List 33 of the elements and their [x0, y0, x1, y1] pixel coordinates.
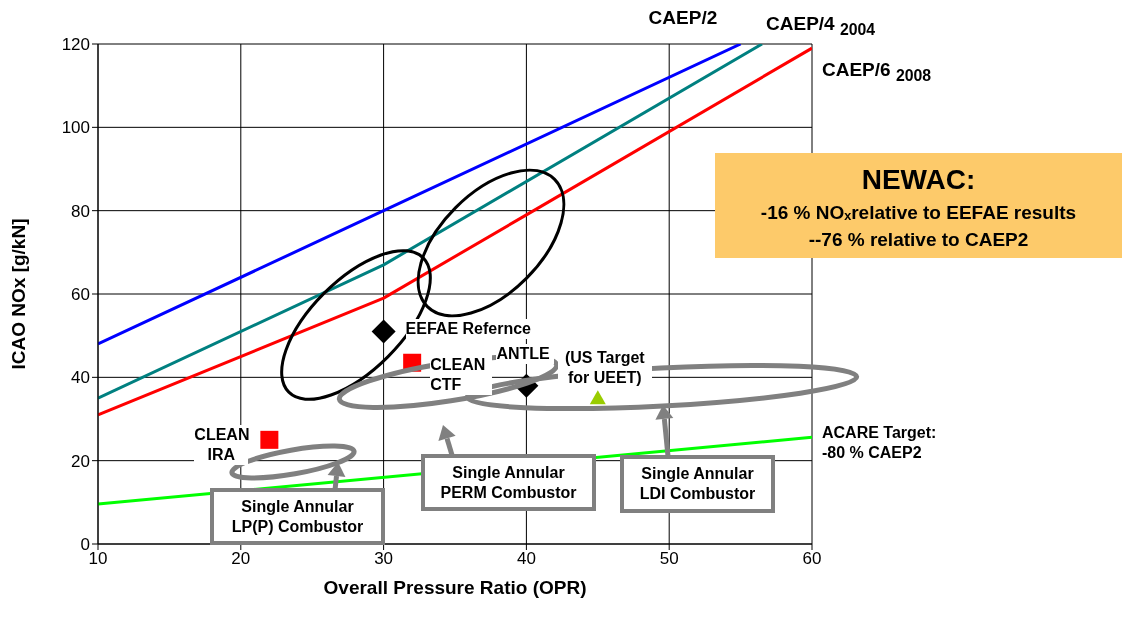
x-tick-label: 40 [516, 549, 536, 569]
series-label: CAEP/4 $_{2004}$ [766, 13, 877, 40]
annotation: Single Annular PERM Combustor [421, 454, 596, 511]
x-tick-label: 10 [88, 549, 108, 569]
series-label: CLEAN CTF [430, 354, 493, 395]
annotation: --76 % relative to CAEP2 [807, 228, 1030, 252]
x-axis-title: Overall Pressure Ratio (OPR) [323, 577, 587, 598]
point [260, 430, 279, 449]
annotation: -16 % NOₓrelative to EEFAE results [759, 201, 1078, 225]
y-tick-label: 20 [71, 451, 90, 471]
y-axis-title: ICAO NOx [g/kN] [7, 218, 29, 370]
point [589, 390, 606, 405]
annotation: Single Annular LDI Combustor [620, 455, 775, 513]
y-tick-label: 80 [71, 201, 90, 221]
x-tick-label: 20 [231, 549, 251, 569]
x-tick-label: 50 [659, 549, 679, 569]
y-tick-label: 40 [71, 368, 90, 388]
x-tick-label: 60 [802, 549, 822, 569]
series-label: CLEAN IRA [194, 424, 250, 465]
annotation: Single Annular LP(P) Combustor [210, 488, 385, 545]
point [371, 319, 396, 344]
series-label: ANTLE [496, 343, 555, 364]
x-tick-label: 30 [374, 549, 394, 569]
series-label: ACARE Target: -80 % CAEP2 [822, 423, 938, 464]
y-tick-label: 120 [61, 35, 90, 55]
y-tick-label: 0 [80, 535, 90, 555]
series-label: CAEP/6 $_{2008}$ [822, 59, 933, 86]
series-label: (US Target for UEET) [557, 348, 652, 389]
text: NEWAC: [860, 163, 977, 197]
y-tick-label: 100 [61, 118, 90, 138]
series-label: EEFAE Refernce [405, 318, 566, 339]
y-tick-label: 60 [71, 285, 90, 305]
series-label: CAEP/2 [648, 7, 719, 28]
